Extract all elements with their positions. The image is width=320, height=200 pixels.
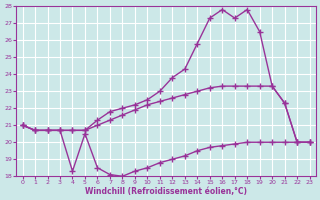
X-axis label: Windchill (Refroidissement éolien,°C): Windchill (Refroidissement éolien,°C) (85, 187, 247, 196)
